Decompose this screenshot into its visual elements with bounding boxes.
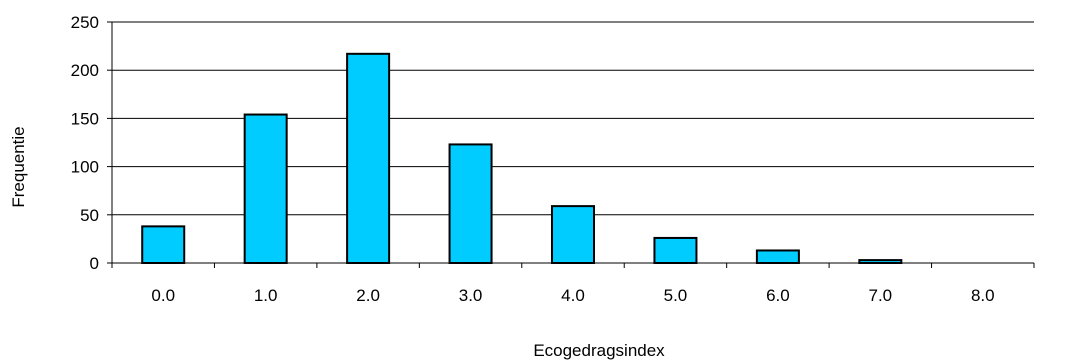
x-tick-label: 2.0 [356, 286, 380, 305]
x-tick-label: 3.0 [459, 286, 483, 305]
y-tick-label: 50 [80, 206, 99, 225]
bar [243, 113, 288, 264]
y-tick-label: 200 [71, 61, 99, 80]
x-tick-label: 1.0 [254, 286, 278, 305]
bar [346, 52, 391, 265]
y-tick-labels: 0 50 100 150 200 250 [71, 13, 99, 273]
x-tick-label: 0.0 [151, 286, 175, 305]
bar [141, 225, 186, 264]
y-tick-label: 100 [71, 158, 99, 177]
y-tick-label: 0 [90, 254, 99, 273]
bar [755, 249, 800, 265]
bar [448, 143, 493, 264]
x-tick-label: 8.0 [971, 286, 995, 305]
y-axis-title: Frequentie [9, 126, 28, 207]
x-tick-label: 4.0 [561, 286, 585, 305]
x-axis-title: Ecogedragsindex [533, 341, 665, 360]
axes [107, 21, 1035, 268]
x-tick-label: 7.0 [869, 286, 893, 305]
y-tick-label: 150 [71, 109, 99, 128]
x-tick-label: 5.0 [664, 286, 688, 305]
x-tick-labels: 0.0 1.0 2.0 3.0 4.0 5.0 6.0 7.0 8.0 [151, 286, 994, 305]
bar [550, 205, 596, 264]
y-tick-label: 250 [71, 13, 99, 32]
bars [141, 52, 903, 265]
bar [653, 236, 698, 265]
x-tick-label: 6.0 [766, 286, 790, 305]
